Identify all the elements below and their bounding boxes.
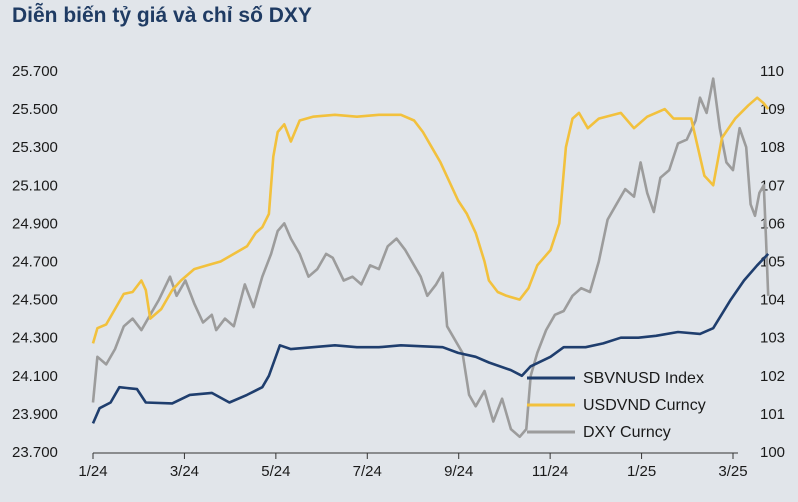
- y-left-tick-label: 25.700: [12, 63, 58, 80]
- series-line-dxy-curncy: [91, 77, 770, 439]
- y-left-tick-label: 24.100: [12, 368, 58, 385]
- x-tick-label: 1/24: [78, 463, 107, 480]
- y-right-tick-label: 106: [760, 215, 785, 232]
- chart-title: Diễn biến tỷ giá và chỉ số DXY: [12, 4, 312, 27]
- y-right-tick-label: 107: [760, 177, 785, 194]
- y-right-tick-label: 108: [760, 139, 785, 156]
- y-left-tick-label: 23.700: [12, 444, 58, 461]
- series-line-sbvnusd-index: [91, 252, 770, 424]
- x-tick-label: 5/24: [261, 463, 290, 480]
- legend-label: SBVNUSD Index: [583, 370, 704, 387]
- y-left-tick-label: 23.900: [12, 406, 58, 423]
- legend-label: USDVND Curncy: [583, 397, 706, 414]
- x-tick-label: 3/24: [170, 463, 199, 480]
- y-left-tick-label: 25.500: [12, 101, 58, 118]
- y-left-tick-label: 24.500: [12, 292, 58, 309]
- y-left-tick-label: 24.700: [12, 254, 58, 271]
- x-tick-label: 9/24: [444, 463, 473, 480]
- legend-label: DXY Curncy: [583, 424, 671, 441]
- y-right-tick-label: 100: [760, 444, 785, 461]
- y-right-tick-label: 110: [760, 63, 784, 80]
- y-right-tick-label: 103: [760, 330, 785, 347]
- y-right-tick-label: 102: [760, 368, 785, 385]
- y-right-tick-label: 101: [760, 406, 785, 423]
- x-tick-label: 7/24: [353, 463, 382, 480]
- x-tick-label: 3/25: [718, 463, 747, 480]
- y-right-tick-label: 105: [760, 254, 785, 271]
- y-left-tick-label: 24.900: [12, 215, 58, 232]
- y-left-tick-label: 25.100: [12, 177, 58, 194]
- x-tick-label: 1/25: [627, 463, 656, 480]
- y-right-tick-label: 104: [760, 292, 785, 309]
- series-line-usdvnd-curncy: [91, 96, 770, 344]
- x-tick-label: 11/24: [532, 463, 568, 480]
- y-left-tick-label: 25.300: [12, 139, 58, 156]
- y-left-tick-label: 24.300: [12, 330, 58, 347]
